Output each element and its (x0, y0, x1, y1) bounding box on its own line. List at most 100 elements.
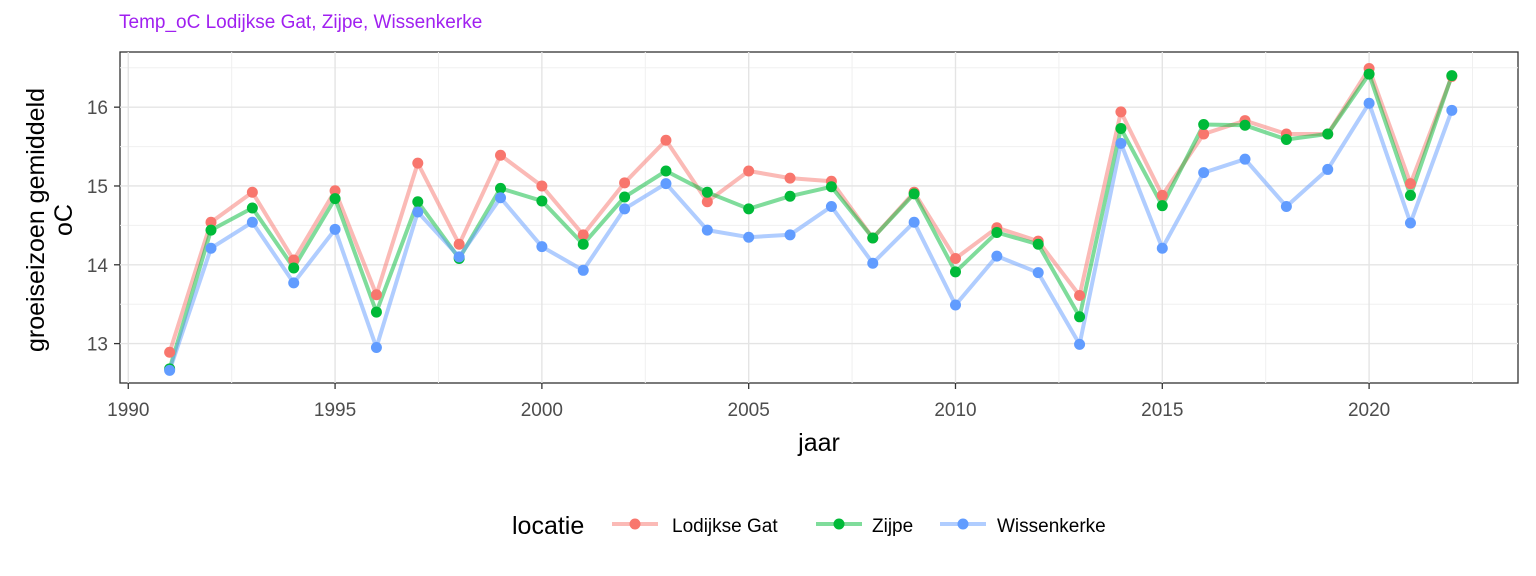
y-axis-label-line1: groeiseizoen gemiddeld (22, 88, 50, 352)
data-point-zijpe (1156, 200, 1168, 212)
data-point-zijpe (1074, 311, 1086, 323)
data-point-zijpe (825, 181, 837, 193)
data-point-zijpe (784, 190, 796, 202)
x-tick-label: 2010 (934, 400, 976, 421)
data-point-wissenkerke (164, 364, 176, 376)
data-point-lodijkse-gat (660, 134, 672, 146)
data-point-lodijkse-gat (536, 180, 548, 192)
legend-label-zijpe: Zijpe (872, 516, 913, 537)
data-point-wissenkerke (205, 242, 217, 254)
data-point-lodijkse-gat (329, 185, 341, 197)
data-point-zijpe (205, 224, 217, 236)
data-point-zijpe (908, 188, 920, 200)
data-point-lodijkse-gat (246, 186, 258, 198)
data-point-wissenkerke (867, 257, 879, 269)
plot-panel-border (119, 51, 1519, 384)
x-tick-label: 2020 (1348, 400, 1390, 421)
data-point-wissenkerke (1239, 153, 1251, 165)
legend-key-zijpe: Zijpe (816, 516, 913, 537)
chart-title: Temp_oC Lodijkse Gat, Zijpe, Wissenkerke (119, 12, 483, 33)
x-tick-label: 1995 (314, 400, 356, 421)
series-line-lodijkse-gat (167, 66, 1454, 353)
data-point-wissenkerke (1280, 200, 1292, 212)
data-point-wissenkerke (825, 200, 837, 212)
data-point-zijpe (370, 306, 382, 318)
legend: locatie Lodijkse Gat Zijpe Wissenkerke (512, 512, 1106, 540)
legend-key-lodijkse-gat: Lodijkse Gat (612, 516, 778, 537)
data-point-zijpe (949, 266, 961, 278)
data-point-zijpe (577, 238, 589, 250)
legend-point-zijpe (833, 518, 845, 530)
data-point-zijpe (246, 202, 258, 214)
data-point-wissenkerke (619, 203, 631, 215)
data-point-wissenkerke (1322, 163, 1334, 175)
legend-title: locatie (512, 512, 584, 540)
legend-point-lodijkse-gat (629, 518, 641, 530)
data-point-lodijkse-gat (288, 254, 300, 266)
data-point-lodijkse-gat (1198, 128, 1210, 140)
data-point-zijpe (619, 191, 631, 203)
data-point-wissenkerke (495, 192, 507, 204)
data-point-wissenkerke (370, 342, 382, 354)
x-tick-label: 2000 (521, 400, 563, 421)
data-point-wissenkerke (660, 178, 672, 190)
data-point-zijpe (1404, 189, 1416, 201)
data-point-lodijkse-gat (205, 216, 217, 228)
data-point-wissenkerke (246, 216, 258, 228)
legend-label-lodijkse-gat: Lodijkse Gat (672, 516, 778, 537)
data-point-zijpe (288, 262, 300, 274)
data-point-wissenkerke (1074, 338, 1086, 350)
data-point-zijpe (1322, 128, 1334, 140)
series-line-wissenkerke (167, 101, 1454, 372)
data-point-wissenkerke (1032, 267, 1044, 279)
data-point-lodijkse-gat (743, 165, 755, 177)
data-point-zijpe (991, 226, 1003, 238)
grid (120, 52, 1518, 383)
data-point-wissenkerke (1198, 167, 1210, 179)
data-point-lodijkse-gat (1115, 106, 1127, 118)
data-point-lodijkse-gat (1156, 189, 1168, 201)
data-point-wissenkerke (1115, 137, 1127, 149)
data-point-lodijkse-gat (577, 229, 589, 241)
data-point-zijpe (1032, 238, 1044, 250)
y-tick-label: 14 (87, 256, 109, 277)
series-lines (167, 66, 1454, 372)
x-tick-label: 2005 (728, 400, 770, 421)
data-point-lodijkse-gat (164, 346, 176, 358)
data-point-zijpe (1446, 70, 1458, 82)
data-point-lodijkse-gat (453, 238, 465, 250)
data-point-wissenkerke (1363, 97, 1375, 109)
series-line-zijpe (167, 72, 1454, 370)
data-point-wissenkerke (991, 250, 1003, 262)
data-point-wissenkerke (1404, 217, 1416, 229)
y-tick-label: 16 (87, 98, 108, 119)
data-point-zijpe (329, 193, 341, 205)
data-point-zijpe (412, 196, 424, 208)
series-points (164, 63, 1458, 376)
legend-label-wissenkerke: Wissenkerke (997, 516, 1106, 537)
y-axis: 13 14 15 16 (87, 98, 120, 356)
data-point-zijpe (701, 186, 713, 198)
data-point-lodijkse-gat (1074, 290, 1086, 302)
data-point-wissenkerke (701, 224, 713, 236)
data-point-wissenkerke (949, 299, 961, 311)
data-point-wissenkerke (908, 216, 920, 228)
data-point-wissenkerke (412, 206, 424, 218)
x-axis-label: jaar (797, 429, 840, 457)
data-point-zijpe (536, 195, 548, 207)
data-point-wissenkerke (784, 229, 796, 241)
data-point-zijpe (1198, 119, 1210, 131)
y-axis-label-line2: oC (50, 204, 78, 236)
data-point-zijpe (1115, 122, 1127, 134)
data-point-wissenkerke (288, 277, 300, 289)
data-point-lodijkse-gat (1404, 178, 1416, 190)
x-tick-label: 1990 (107, 400, 149, 421)
data-point-zijpe (1280, 133, 1292, 145)
data-point-wissenkerke (1446, 104, 1458, 116)
legend-point-wissenkerke (957, 518, 969, 530)
data-point-wissenkerke (329, 223, 341, 235)
data-point-zijpe (743, 203, 755, 215)
y-tick-label: 13 (87, 335, 108, 356)
data-point-wissenkerke (536, 241, 548, 253)
